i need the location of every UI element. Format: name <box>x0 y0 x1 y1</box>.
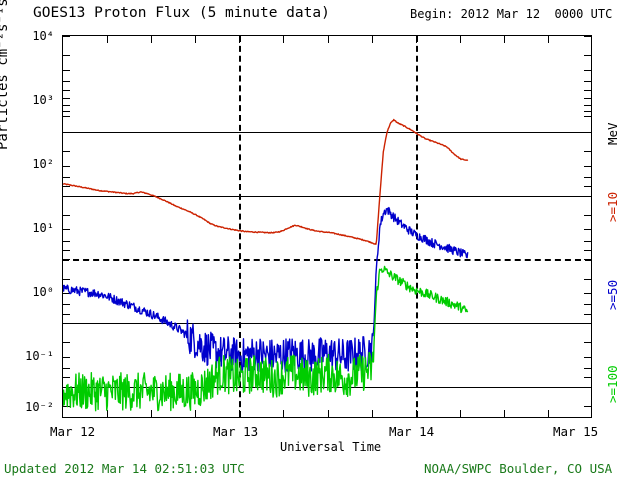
y-axis-label: Particles cm⁻²s⁻¹sr⁻¹ <box>0 0 11 150</box>
gridline-1e0 <box>63 323 591 325</box>
gridline-1e1 <box>63 259 591 262</box>
ytick-label-1e2: 10² <box>32 157 54 171</box>
gridline-1e2 <box>63 195 591 197</box>
ytick-label-1e-1: 10⁻¹ <box>25 349 54 363</box>
legend-series-10: >=10 <box>605 191 620 222</box>
legend-series-50: >=50 <box>605 279 620 310</box>
data-traces <box>63 118 469 412</box>
updated-timestamp: Updated 2012 Mar 14 02:51:03 UTC <box>4 461 245 476</box>
ytick-label-1e0: 10⁰ <box>32 285 54 299</box>
chart-title: GOES13 Proton Flux (5 minute data) <box>33 5 330 21</box>
ytick-label-1e1: 10¹ <box>32 221 54 235</box>
xtick-label-mar14: Mar 14 <box>389 424 435 439</box>
ytick-label-1e3: 10³ <box>32 93 54 107</box>
plot-area <box>62 35 592 418</box>
legend-series-100: >=100 <box>605 365 620 403</box>
credit-label: NOAA/SWPC Boulder, CO USA <box>424 461 613 476</box>
ytick-label-1e-2: 10⁻² <box>25 400 54 414</box>
gridline-1e-1 <box>63 387 591 388</box>
gridline-1e3 <box>63 131 591 133</box>
xtick-label-mar13: Mar 13 <box>213 424 259 439</box>
x-axis-label: Universal Time <box>280 440 382 454</box>
xtick-label-mar12: Mar 12 <box>50 424 96 439</box>
gridline-mar14 <box>415 36 418 417</box>
ytick-label-1e4: 10⁴ <box>32 29 54 43</box>
xtick-label-mar15: Mar 15 <box>553 424 599 439</box>
gridline-mar13 <box>239 36 242 417</box>
legend-units: MeV <box>605 122 620 145</box>
begin-time-label: Begin: 2012 Mar 12 0000 UTC <box>410 7 613 21</box>
